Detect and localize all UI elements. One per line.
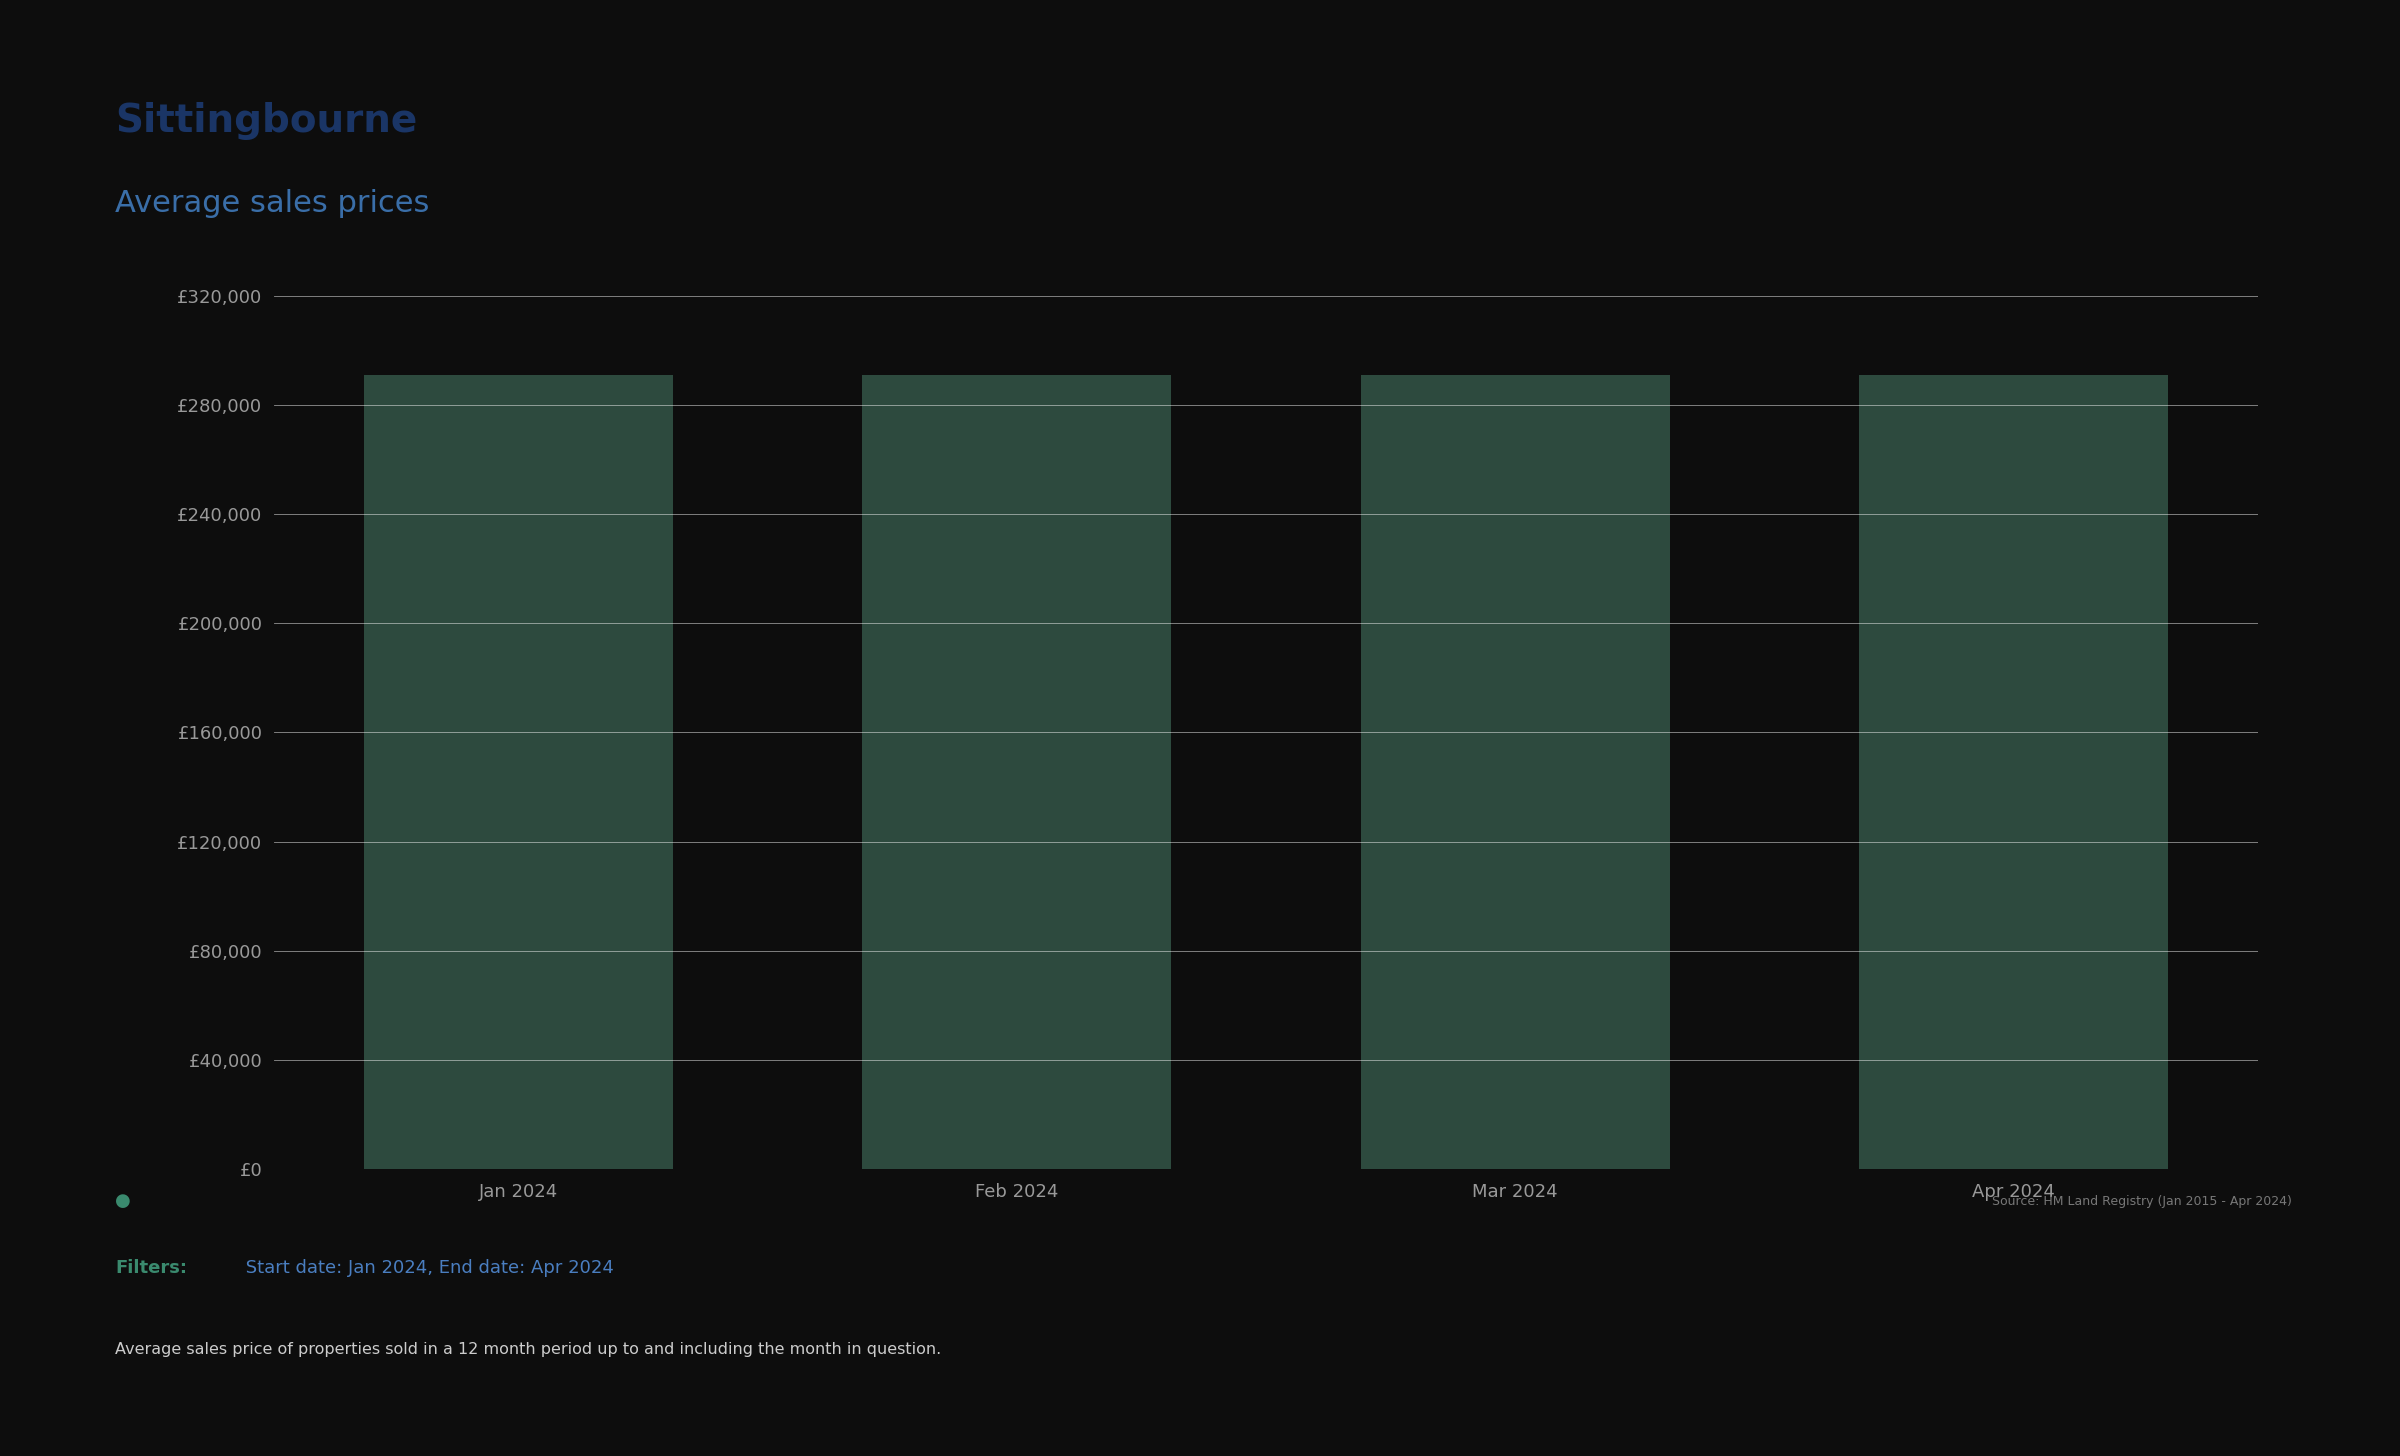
- Bar: [862, 374, 1171, 1169]
- Bar: [365, 374, 672, 1169]
- Text: Sittingbourne: Sittingbourne: [115, 102, 418, 140]
- Text: Average sales price of properties sold in a 12 month period up to and including : Average sales price of properties sold i…: [115, 1342, 941, 1357]
- Bar: [1361, 374, 1670, 1169]
- Text: Source: HM Land Registry (Jan 2015 - Apr 2024): Source: HM Land Registry (Jan 2015 - Apr…: [1992, 1195, 2292, 1207]
- Bar: [1860, 374, 2167, 1169]
- Text: Average sales prices: Average sales prices: [115, 189, 430, 218]
- Text: ●: ●: [115, 1192, 132, 1210]
- Text: Filters:: Filters:: [115, 1259, 187, 1277]
- Text: Start date: Jan 2024, End date: Apr 2024: Start date: Jan 2024, End date: Apr 2024: [240, 1259, 614, 1277]
